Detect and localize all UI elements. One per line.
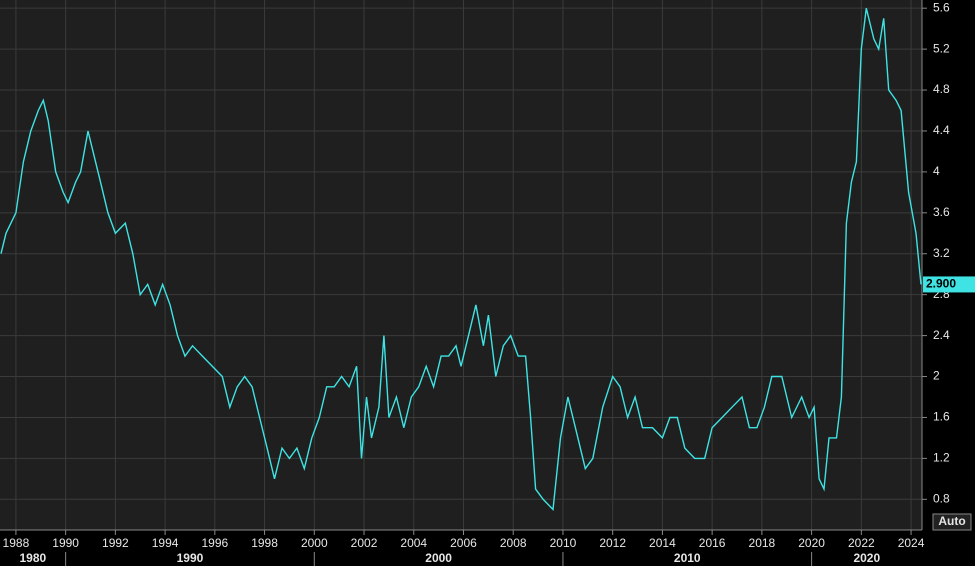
x-tick-label: 2002: [351, 536, 378, 550]
plot-area: [0, 0, 922, 530]
decade-label: 2020: [853, 551, 880, 565]
x-tick-label: 2016: [699, 536, 726, 550]
y-tick-label: 1.6: [933, 410, 950, 424]
y-tick-label: 1.2: [933, 451, 950, 465]
x-tick-label: 1992: [102, 536, 129, 550]
last-value-label: 2.900: [926, 277, 956, 291]
x-tick-label: 1998: [251, 536, 278, 550]
data-line: [0, 8, 922, 512]
y-tick-label: 3.6: [933, 205, 950, 219]
x-tick-label: 2014: [649, 536, 676, 550]
x-tick-label: 1990: [52, 536, 79, 550]
x-tick-label: 2006: [450, 536, 477, 550]
x-tick-label: 1988: [3, 536, 30, 550]
decade-label: 2000: [425, 551, 452, 565]
x-tick-label: 2004: [400, 536, 427, 550]
x-tick-label: 2024: [898, 536, 925, 550]
y-tick-label: 5.6: [933, 0, 950, 14]
x-tick-label: 2012: [599, 536, 626, 550]
decade-label: 2010: [674, 551, 701, 565]
x-tick-label: 1994: [152, 536, 179, 550]
scale-button[interactable]: [932, 513, 972, 531]
decade-label: 1980: [19, 551, 46, 565]
decade-label: 1990: [177, 551, 204, 565]
x-tick-label: 1996: [201, 536, 228, 550]
y-tick-label: 2: [933, 369, 940, 383]
x-tick-label: 2000: [301, 536, 328, 550]
y-tick-label: 3.2: [933, 246, 950, 260]
x-tick-label: 2022: [848, 536, 875, 550]
y-tick-label: 5.2: [933, 41, 950, 55]
y-tick-label: 0.8: [933, 491, 950, 505]
last-value-box: [923, 276, 975, 293]
scale-button-label[interactable]: Auto: [938, 514, 965, 528]
y-tick-label: 4.4: [933, 123, 950, 137]
x-tick-label: 2020: [798, 536, 825, 550]
y-tick-label: 2.4: [933, 328, 950, 342]
x-tick-label: 2008: [500, 536, 527, 550]
x-tick-label: 2010: [550, 536, 577, 550]
y-tick-label: 4.8: [933, 82, 950, 96]
x-tick-label: 2018: [749, 536, 776, 550]
y-tick-label: 4: [933, 164, 940, 178]
